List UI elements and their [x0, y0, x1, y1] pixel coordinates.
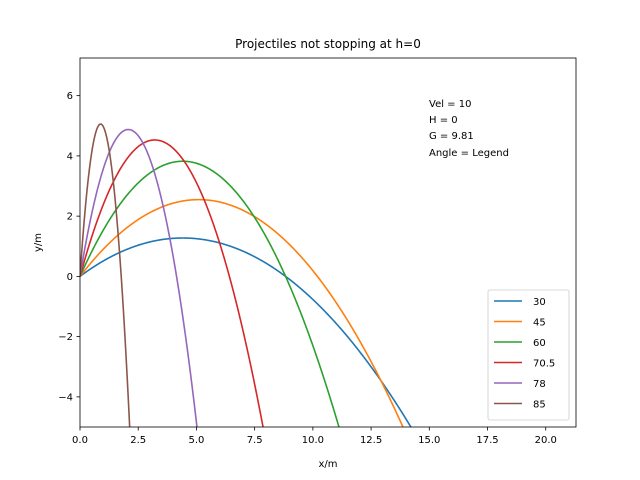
- series-line-78: [80, 128, 198, 427]
- x-axis-ticks: 0.0 2.5 5.0 7.5 10.0 12.5 15.0 17.5 20.0: [72, 427, 557, 446]
- legend-label-60: 60: [533, 338, 546, 349]
- y-tick-label: 0: [67, 272, 73, 283]
- parameter-annotation: Vel = 10 H = 0 G = 9.81 Angle = Legend: [429, 99, 509, 159]
- legend: 30 45 60 70.5 78 85: [487, 289, 570, 421]
- x-axis-label: x/m: [318, 459, 337, 470]
- legend-label-45: 45: [533, 318, 546, 329]
- series-line-30: [80, 237, 412, 427]
- series-line-70.5: [80, 139, 264, 427]
- x-tick-label: 2.5: [130, 435, 146, 446]
- y-tick-label: −4: [58, 392, 73, 403]
- series-line-45: [80, 198, 404, 427]
- legend-box: [487, 289, 570, 421]
- x-tick-label: 17.5: [476, 435, 498, 446]
- x-tick-label: 7.5: [247, 435, 263, 446]
- series-layer: [80, 123, 412, 427]
- y-axis-label: y/m: [33, 233, 44, 252]
- x-tick-label: 12.5: [360, 435, 382, 446]
- legend-label-70.5: 70.5: [533, 359, 555, 370]
- series-line-85: [80, 123, 131, 427]
- annotation-angle: Angle = Legend: [429, 148, 509, 159]
- y-tick-label: 4: [67, 151, 73, 162]
- x-tick-label: 20.0: [535, 435, 557, 446]
- y-tick-label: 2: [67, 212, 73, 223]
- x-tick-label: 0.0: [72, 435, 88, 446]
- legend-label-30: 30: [533, 297, 546, 308]
- series-line-60: [80, 160, 340, 427]
- y-tick-label: 6: [67, 91, 73, 102]
- x-tick-label: 15.0: [418, 435, 440, 446]
- x-tick-label: 5.0: [188, 435, 204, 446]
- plot-frame: [79, 57, 577, 428]
- annotation-gravity: G = 9.81: [429, 131, 474, 142]
- annotation-velocity: Vel = 10: [429, 99, 471, 110]
- y-tick-label: −2: [58, 332, 73, 343]
- annotation-height: H = 0: [429, 115, 458, 126]
- y-axis-ticks: −4 −2 0 2 4 6: [58, 91, 80, 403]
- legend-label-78: 78: [533, 379, 546, 390]
- legend-label-85: 85: [533, 400, 546, 411]
- x-tick-label: 10.0: [302, 435, 324, 446]
- chart-title: Projectiles not stopping at h=0: [235, 37, 421, 51]
